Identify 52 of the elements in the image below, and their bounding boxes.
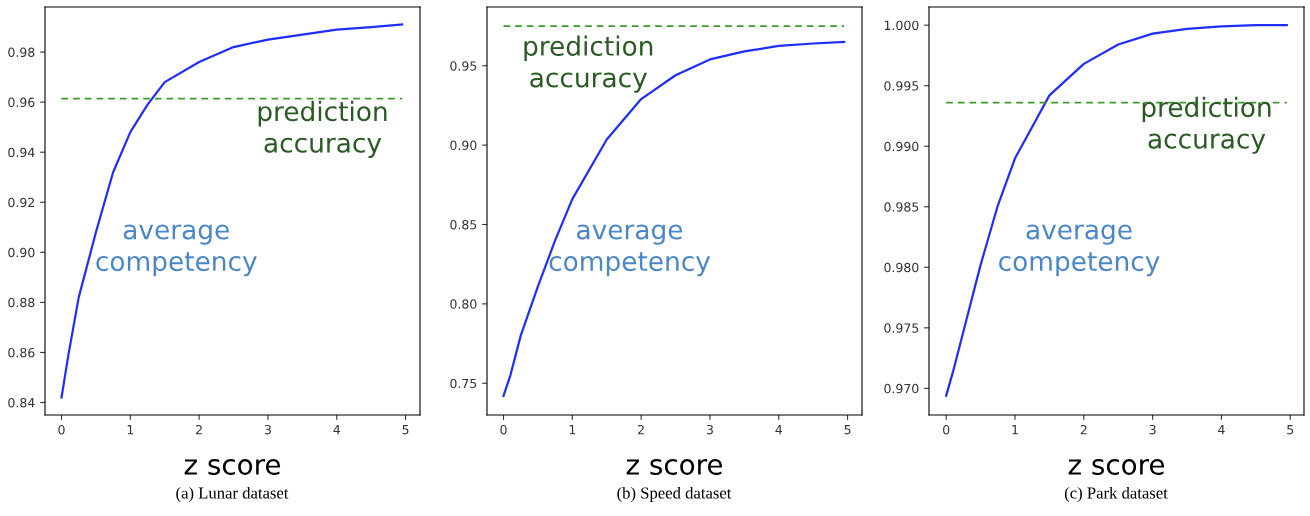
- y-tick-label: 0.84: [8, 397, 35, 408]
- ref-line-label: prediction accuracy: [524, 35, 653, 93]
- y-tick-label: 0.95: [450, 61, 477, 71]
- y-tick-label: 0.98: [8, 47, 35, 57]
- x-tick-label: 3: [706, 424, 713, 435]
- x-axis-title: z score: [1068, 459, 1165, 475]
- x-tick-label: 5: [402, 425, 409, 435]
- line-series: [945, 24, 1288, 397]
- y-tick-label: 0.85: [450, 219, 477, 230]
- x-tick-label: 2: [638, 424, 644, 435]
- x-tick-label: 2: [1080, 424, 1087, 435]
- y-tick-label: 0.75: [450, 378, 477, 389]
- text: (a) Lunar dataset: [176, 486, 289, 502]
- x-tick-label: 0: [943, 424, 950, 435]
- x-tick-label: 4: [775, 425, 783, 435]
- x-tick-label: 4: [333, 425, 341, 435]
- y-tick-label: 0.980: [884, 262, 919, 273]
- y-tick-label: 0.970: [884, 383, 919, 394]
- x-tick-label: 3: [1149, 424, 1156, 435]
- x-tick-label: 4: [1218, 425, 1225, 435]
- y-tick-label: 0.88: [8, 297, 35, 308]
- x-tick-label: 0: [500, 424, 507, 435]
- x-tick-label: 1: [569, 425, 576, 435]
- x-tick-label: 0: [58, 424, 65, 435]
- x-tick-label: 1: [127, 425, 134, 435]
- text: (c) Park dataset: [1064, 486, 1168, 502]
- ref-line-label: prediction accuracy: [1142, 96, 1271, 154]
- y-tick-label: 0.94: [8, 147, 35, 158]
- line-series: [60, 23, 404, 399]
- series-label: average competency: [999, 224, 1160, 277]
- x-tick-label: 5: [844, 425, 851, 435]
- y-tick-label: 0.975: [884, 323, 919, 333]
- y-tick-label: 0.985: [884, 202, 919, 212]
- y-tick-label: 0.90: [8, 247, 35, 258]
- y-tick-label: 0.86: [8, 347, 35, 358]
- series-label: average competency: [549, 224, 711, 277]
- ref-line-label: prediction accuracy: [258, 100, 387, 158]
- series-label: average competency: [96, 224, 257, 277]
- y-tick-label: 0.96: [8, 97, 35, 108]
- x-tick-label: 1: [1012, 425, 1018, 435]
- y-tick-label: 1.000: [884, 20, 919, 31]
- y-tick-label: 0.92: [8, 197, 35, 208]
- x-axis-title: z score: [626, 459, 723, 475]
- x-tick-label: 2: [196, 424, 202, 435]
- y-tick-label: 0.80: [450, 299, 477, 309]
- text: (b) Speed dataset: [617, 486, 732, 502]
- x-tick-label: 3: [264, 424, 271, 435]
- x-axis-title: z score: [184, 459, 281, 475]
- y-tick-label: 0.990: [884, 141, 919, 152]
- x-tick-label: 5: [1287, 425, 1294, 435]
- y-tick-label: 0.995: [884, 81, 919, 91]
- y-tick-label: 0.90: [450, 140, 477, 151]
